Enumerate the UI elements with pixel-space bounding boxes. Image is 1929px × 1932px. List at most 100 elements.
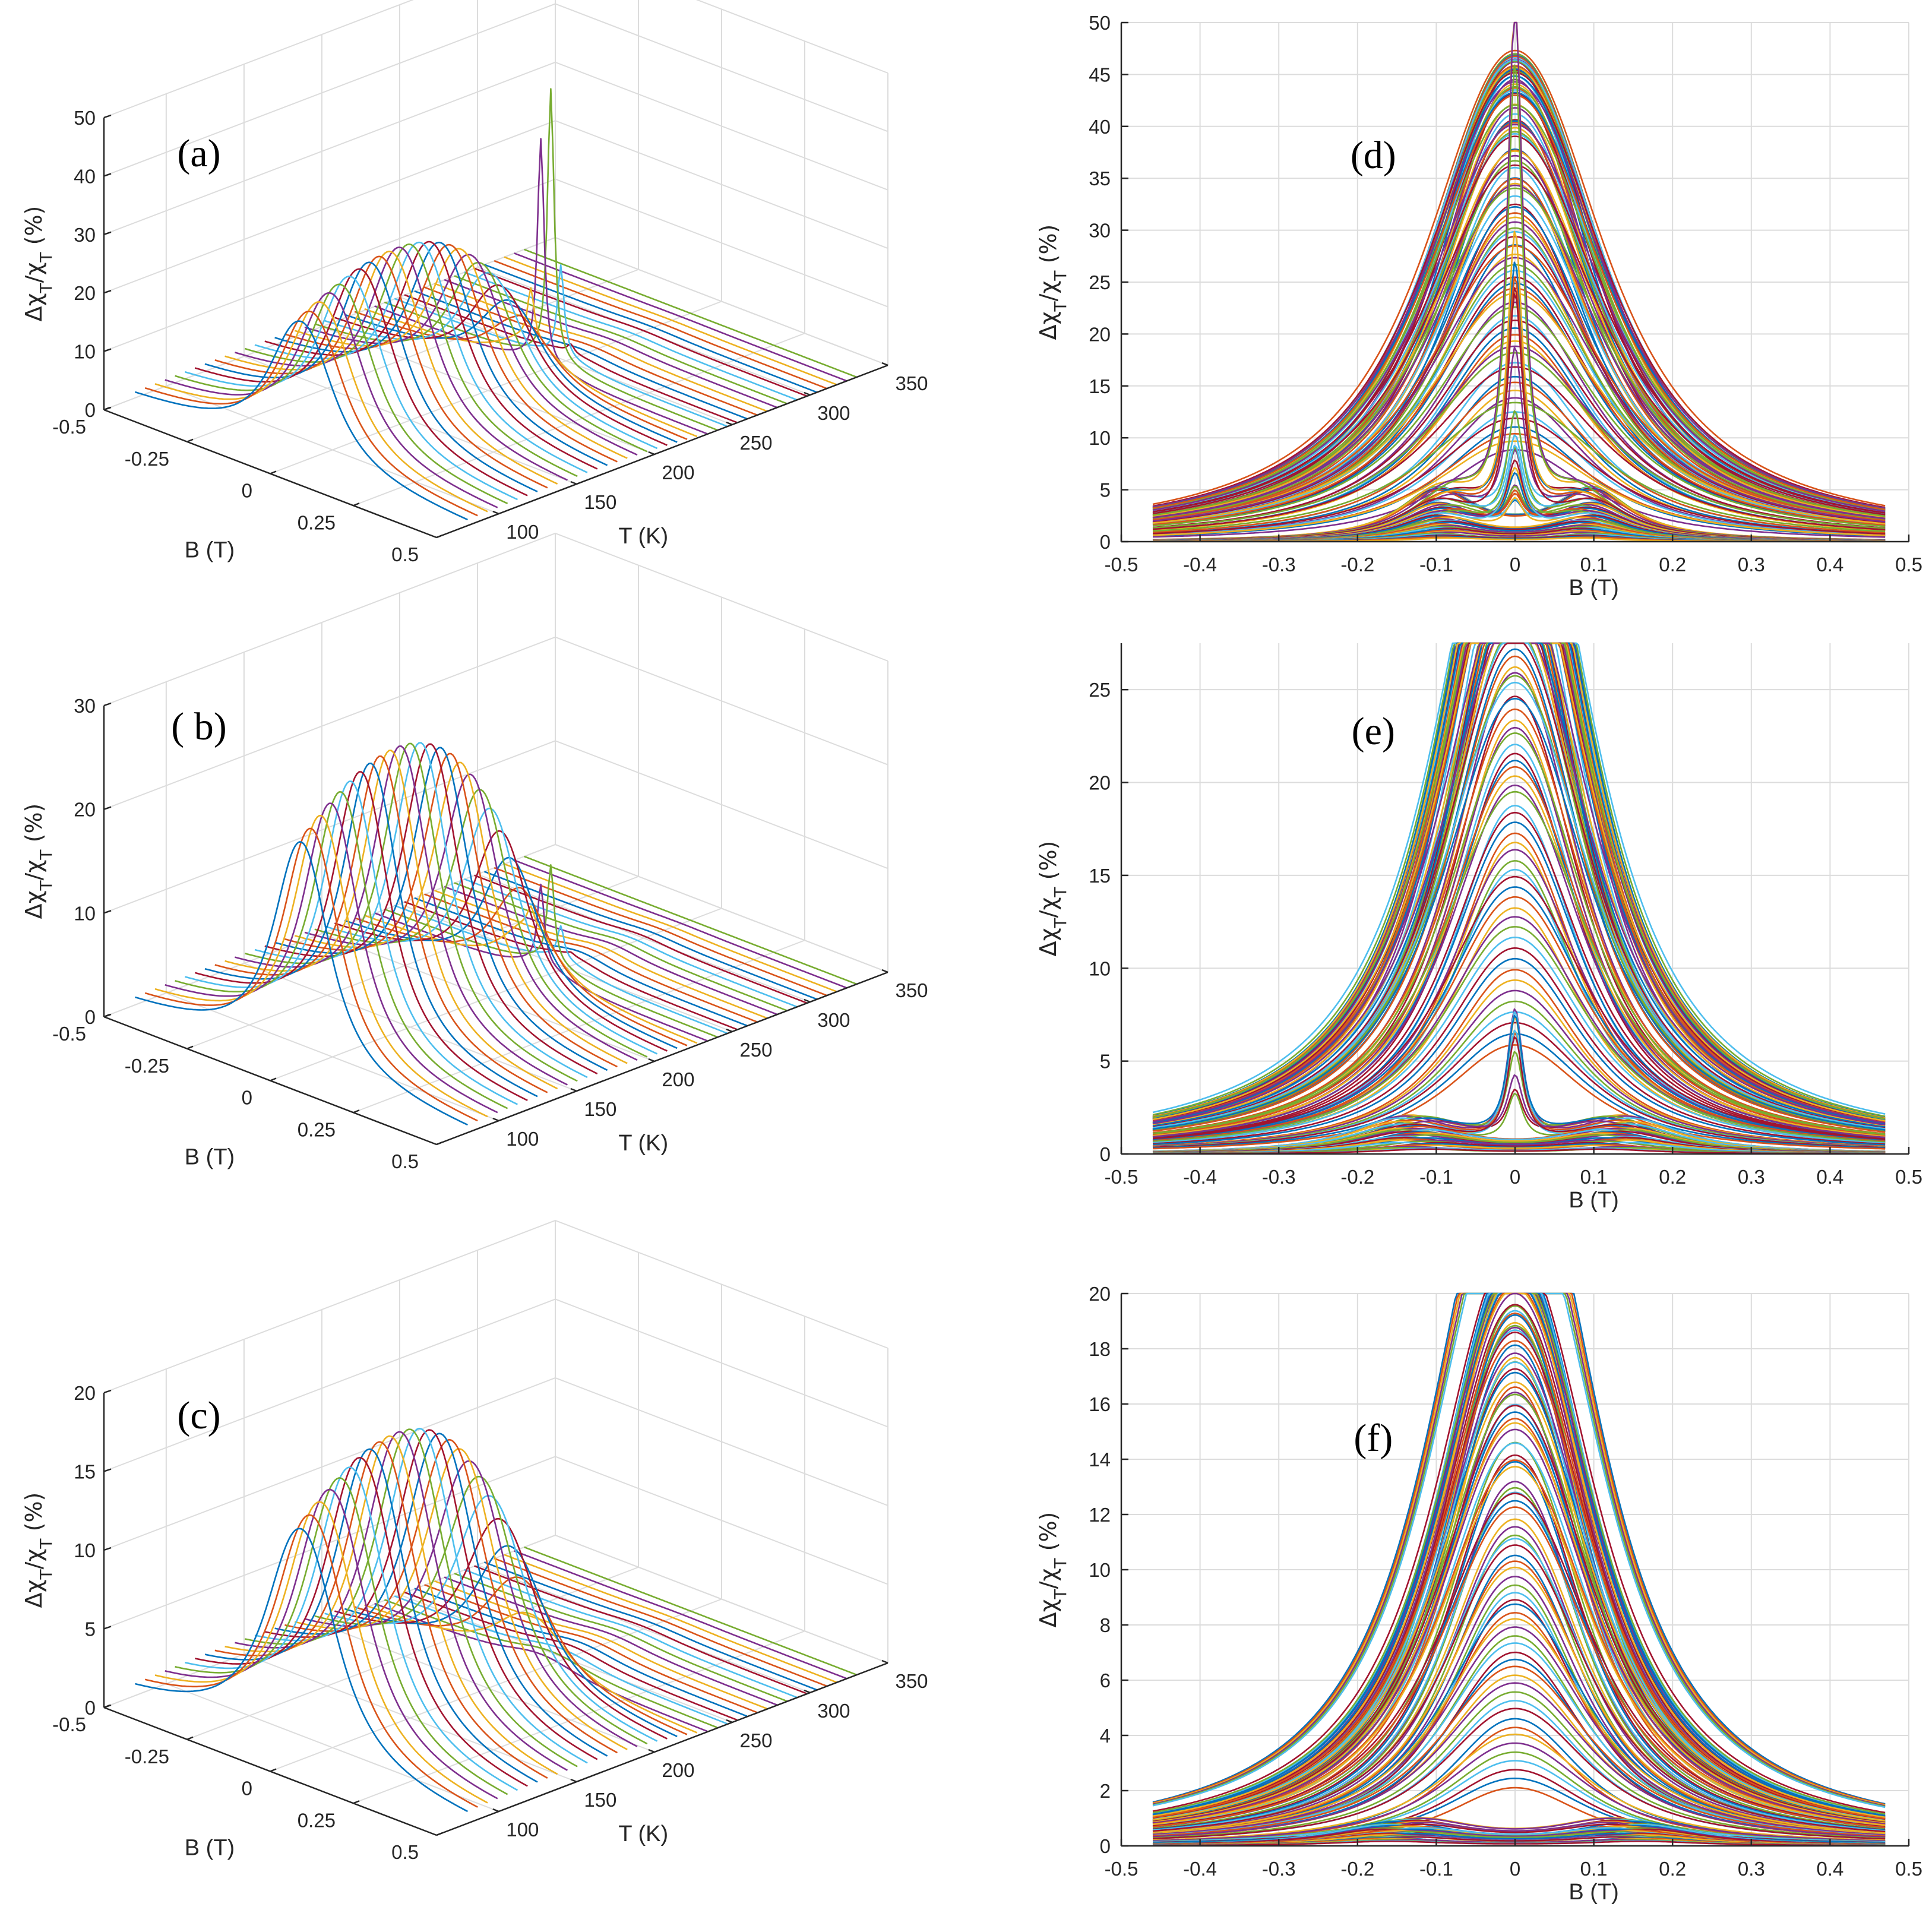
y-axis-label-group: ΔχT/χT (%): [1035, 841, 1070, 957]
y-tick-label: 10: [1089, 1559, 1111, 1581]
series-line: [135, 320, 468, 521]
series-line: [1152, 681, 1886, 1130]
series-line: [135, 1528, 468, 1813]
x-tick-label: 0.3: [1738, 554, 1765, 576]
b-tick-label: 0.5: [391, 1841, 419, 1863]
y-tick-label: 20: [1089, 1283, 1111, 1305]
b-tick-label: -0.5: [52, 416, 86, 438]
series-line: [185, 1466, 518, 1791]
series-line: [514, 252, 848, 382]
x-tick-label: 0.1: [1580, 1166, 1608, 1188]
series-line: [524, 1546, 858, 1676]
t-tick-label: 150: [584, 491, 616, 513]
z-gridline: [103, 3, 888, 177]
x-tick-label: -0.2: [1340, 554, 1374, 576]
series-line: [1153, 1840, 1886, 1846]
series-line: [444, 279, 777, 409]
series-line: [185, 780, 518, 1105]
x-tick-label: -0.2: [1340, 1166, 1374, 1188]
series-line: [1152, 875, 1886, 1140]
series-line: [175, 283, 508, 504]
z-axis-label-group: ΔχT/χT (%): [21, 1493, 56, 1608]
x-tick-label: -0.4: [1183, 554, 1217, 576]
series-line: [483, 264, 817, 393]
z-tick-label: 5: [85, 1618, 96, 1640]
z-gridline: [103, 1219, 888, 1393]
series-line: [1152, 1292, 1886, 1816]
y-tick-label: 4: [1100, 1725, 1111, 1747]
x-tick-label: 0.1: [1580, 1858, 1608, 1880]
t-tick-label: 200: [662, 1068, 694, 1090]
x-tick-label: 0.3: [1738, 1166, 1765, 1188]
series-line: [264, 743, 598, 1075]
z-axis-label-group: ΔχT/χT (%): [21, 206, 56, 322]
z-gridline: [103, 1298, 888, 1472]
series-line: [144, 310, 478, 517]
series-line: [1152, 790, 1886, 1136]
x-tick-label: -0.5: [1105, 554, 1139, 576]
series-line: [1152, 401, 1886, 533]
z-tick-mark: [103, 1389, 112, 1394]
b-tick-mark: [186, 1045, 194, 1049]
series-line: [165, 1488, 498, 1800]
series-line: [214, 1441, 548, 1779]
x-tick-label: -0.1: [1419, 554, 1453, 576]
x-tick-label: 0: [1510, 1858, 1520, 1880]
t-tick-mark: [804, 1689, 811, 1694]
b-tick-mark: [353, 502, 360, 507]
series-line: [1152, 1560, 1886, 1835]
series-line: [1152, 1691, 1886, 1839]
t-tick-mark: [492, 1808, 499, 1813]
panel-d: -0.5 -0.4 -0.3 -0.2 -0.1 0 0.1 0.2 0.3 0.4 0.5 0 5 10…: [1035, 12, 1922, 600]
b-tick-label: 0.25: [298, 511, 336, 533]
t-tick-label: 250: [739, 1729, 772, 1751]
series-line: [1152, 1491, 1886, 1832]
z-tick-label: 0: [85, 399, 96, 421]
series-line: [1152, 1329, 1886, 1822]
series-line: [524, 248, 858, 378]
series-line: [1152, 1405, 1886, 1823]
series-line: [1152, 154, 1886, 520]
series-line: [454, 882, 788, 1011]
panel-label: (e): [1352, 710, 1395, 753]
t-tick-mark: [648, 1748, 655, 1753]
x-tick-label: 0.5: [1895, 1858, 1922, 1880]
series-line: [214, 255, 548, 489]
b-tick-mark: [103, 1704, 110, 1709]
y-tick-label: 5: [1100, 479, 1111, 501]
b-tick-mark: [270, 1077, 277, 1082]
x-tick-label: 0.1: [1580, 554, 1608, 576]
series-line: [1152, 1708, 1886, 1840]
y-tick-label: 5: [1100, 1051, 1111, 1073]
series-line: [1152, 1292, 1886, 1817]
z-tick-mark: [103, 1468, 112, 1472]
series-line: [214, 755, 548, 1093]
series-line: [1152, 340, 1886, 532]
y-tick-label: 45: [1089, 64, 1111, 86]
x-tick-label: 0.2: [1659, 554, 1686, 576]
floor-gridline: [353, 1630, 805, 1804]
x-tick-label: -0.4: [1183, 1166, 1217, 1188]
series-line: [194, 268, 528, 497]
x-tick-label: -0.4: [1183, 1858, 1217, 1880]
series-line: [1152, 381, 1886, 534]
series-line: [1152, 1760, 1886, 1843]
series-line: [1152, 1566, 1886, 1834]
y-tick-label: 2: [1100, 1780, 1111, 1802]
series-line: [414, 1588, 748, 1717]
b-axis-label: B (T): [185, 1835, 235, 1860]
b-tick-label: -0.25: [125, 1055, 169, 1077]
panel-label: (a): [177, 132, 220, 175]
series-line: [334, 284, 668, 446]
series-line: [1152, 49, 1886, 507]
series-line: [1152, 947, 1886, 1145]
z-tick-mark: [103, 290, 112, 294]
t-tick-mark: [648, 1058, 655, 1063]
z-tick-mark: [103, 1547, 112, 1551]
t-tick-mark: [726, 1028, 733, 1033]
t-tick-mark: [881, 1659, 888, 1664]
t-tick-mark: [570, 480, 577, 485]
b-tick-mark: [353, 1109, 360, 1114]
y-tick-label: 20: [1089, 323, 1111, 345]
x-tick-label: 0.5: [1895, 554, 1922, 576]
